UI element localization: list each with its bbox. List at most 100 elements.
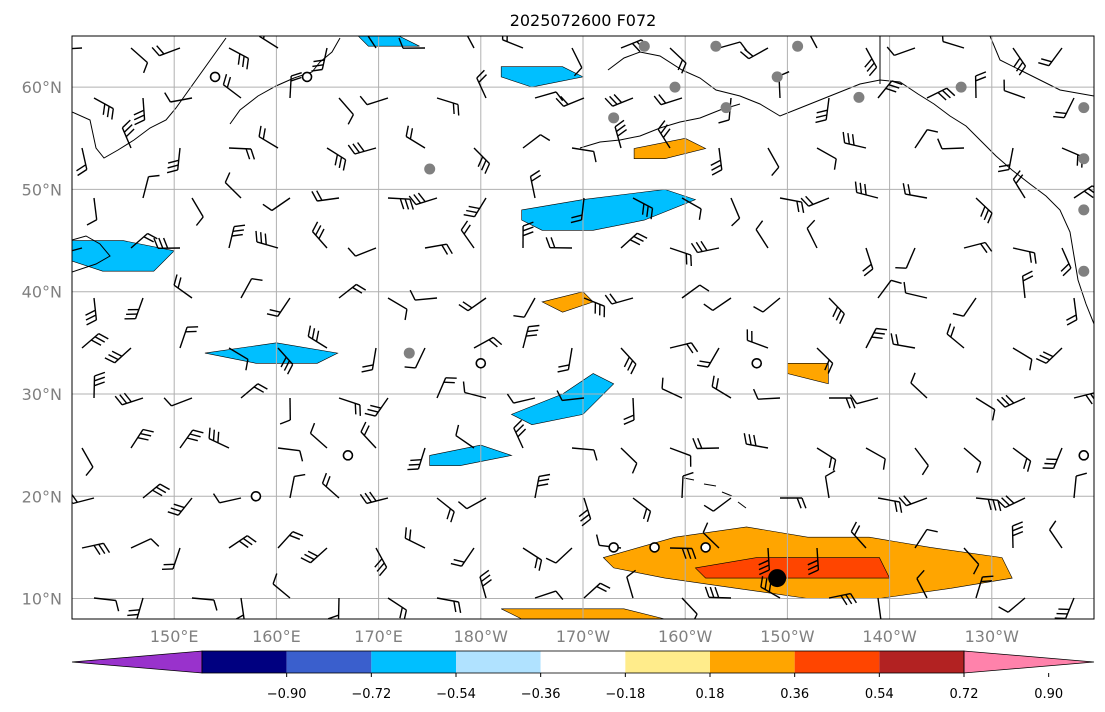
wind-barb [473, 147, 491, 174]
wind-barb [300, 547, 328, 564]
wind-barb [228, 347, 249, 371]
wind-barb [166, 147, 181, 174]
wind-barb [93, 371, 106, 399]
wind-barb [81, 447, 94, 477]
colorbar-bin [794, 651, 880, 673]
wind-barb [121, 119, 135, 149]
station-dot [720, 102, 732, 114]
wind-barb [1049, 520, 1063, 549]
coastline-japan [72, 235, 111, 273]
wind-barb [262, 197, 291, 212]
coastlines [72, 36, 1094, 509]
wind-barb [816, 447, 837, 471]
station-dot [771, 71, 783, 83]
wind-barb [681, 284, 710, 299]
wind-barb [347, 142, 377, 155]
wind-barb [436, 377, 457, 399]
wind-barb [815, 97, 830, 124]
station-dot [638, 40, 650, 52]
wind-barb [653, 94, 683, 106]
wind-barb [360, 421, 377, 449]
wind-barb [996, 495, 1026, 509]
wind-barb [877, 497, 903, 513]
station-dot [955, 81, 967, 93]
wind-barb [1012, 447, 1032, 472]
wind-barb [963, 547, 980, 575]
wind-barb [361, 347, 377, 373]
wind-barb [93, 597, 120, 612]
wind-barb [946, 323, 965, 349]
colorbar-bin [710, 651, 795, 673]
wind-barb [476, 69, 487, 99]
wind-barb [620, 347, 637, 375]
wind-barb [626, 569, 637, 599]
wind-barb [240, 383, 268, 399]
wind-barb [347, 247, 377, 257]
wind-barb [258, 36, 279, 49]
wind-barb [289, 72, 302, 99]
wind-barb [309, 422, 328, 449]
wind-barb [809, 36, 818, 49]
wind-barb [455, 424, 475, 449]
colorbar-bin [456, 651, 541, 673]
wind-barb [161, 547, 181, 570]
wind-barb [975, 197, 993, 224]
wind-barb [926, 87, 956, 101]
wind-barb [1042, 447, 1063, 469]
wind-barb [289, 473, 306, 499]
wind-barb [975, 397, 996, 421]
wind-barb [571, 147, 597, 163]
wind-barb [816, 147, 837, 170]
station-dot [403, 347, 415, 359]
wind-barb [534, 590, 564, 601]
wind-barb [806, 219, 818, 249]
wind-barb [877, 597, 882, 619]
wind-barb [460, 220, 475, 249]
wind-barb [72, 247, 83, 252]
wind-barb [191, 197, 204, 226]
wind-barb [975, 575, 994, 599]
wind-barb [130, 428, 154, 449]
station-circle [608, 542, 619, 553]
wind-barb [661, 377, 683, 399]
wind-barb [522, 134, 551, 149]
wind-barb [862, 247, 874, 277]
wind-barb [877, 279, 902, 299]
wind-barb [681, 471, 694, 499]
colorbar-tick-label: −0.90 [267, 687, 307, 702]
wind-barb [1054, 597, 1075, 619]
wind-barb [130, 47, 149, 74]
wind-barb [767, 147, 780, 177]
wind-barbs [72, 36, 1094, 619]
wind-barb [583, 582, 611, 599]
station-circle [209, 71, 221, 83]
lon-tick-label: 160°W [658, 627, 713, 646]
wind-barb [277, 531, 304, 549]
wind-barb [374, 547, 388, 577]
wind-barb [534, 473, 551, 499]
wind-barb [895, 247, 916, 269]
wind-barb [937, 138, 965, 150]
wind-barb [191, 597, 218, 611]
wind-barb [632, 197, 654, 220]
wind-barb [604, 94, 634, 107]
wind-barb [272, 573, 291, 599]
wind-barb [780, 497, 807, 509]
colorbar-extend-high [963, 650, 1095, 674]
wind-barb [522, 221, 534, 249]
wind-barb [1012, 170, 1026, 199]
wind-barb [114, 392, 144, 406]
wind-barb [730, 197, 741, 227]
wind-barb [914, 528, 938, 549]
colorbar-bin [625, 651, 710, 673]
coastline-canada-border [879, 36, 1094, 97]
wind-barb [752, 388, 781, 400]
wind-barb [255, 230, 279, 249]
wind-barb [711, 375, 732, 399]
wind-barb [338, 97, 355, 125]
wind-barb [513, 297, 536, 318]
wind-barb [408, 192, 438, 206]
wind-barb [963, 447, 982, 473]
wind-barb [76, 147, 88, 177]
wind-barb [424, 243, 453, 255]
